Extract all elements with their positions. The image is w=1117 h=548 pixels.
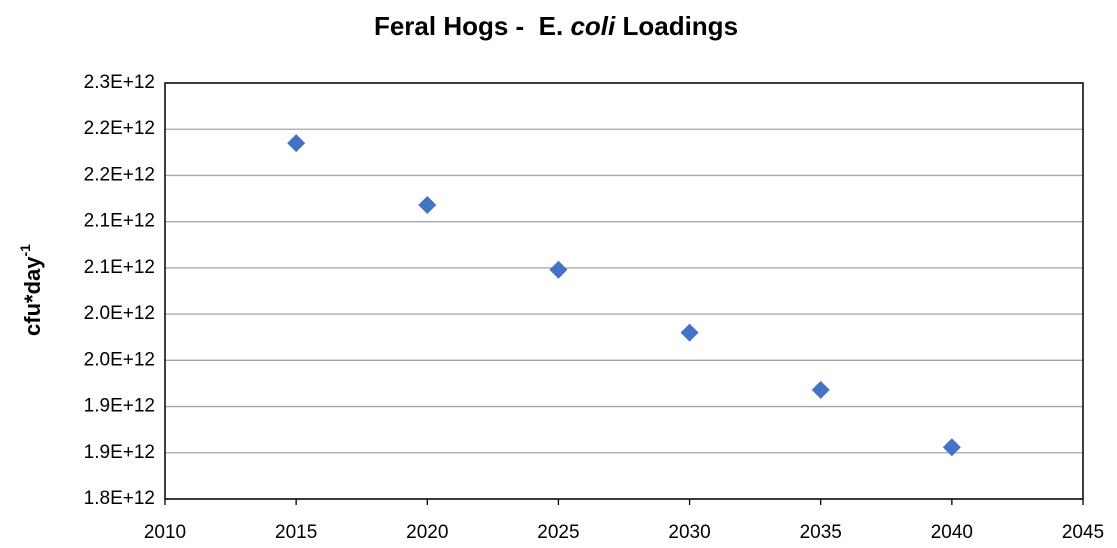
y-tick-label: 1.9E+12	[84, 396, 155, 417]
x-tick-label: 2045	[1062, 522, 1104, 543]
x-tick-label: 2025	[537, 522, 579, 543]
x-tick-label: 2040	[931, 522, 973, 543]
y-tick-label: 1.8E+12	[84, 488, 155, 509]
y-label-part: cfu*day	[20, 256, 45, 336]
x-tick-label: 2010	[144, 522, 186, 543]
x-tick-label: 2020	[406, 522, 448, 543]
x-tick-label: 2015	[275, 522, 317, 543]
title-part: Loadings	[615, 11, 738, 41]
plot-frame	[164, 82, 1084, 500]
point	[418, 196, 437, 215]
title-part: Feral Hogs - E.	[374, 11, 571, 41]
x-tick-label: 2035	[800, 522, 842, 543]
y-tick-label: 2.1E+12	[84, 211, 155, 232]
y-tick-label: 2.1E+12	[84, 257, 155, 278]
y-tick-label: 2.2E+12	[84, 118, 155, 139]
y-axis-label: cfu*day-1	[17, 244, 45, 336]
point	[942, 438, 961, 457]
y-label-sup: -1	[17, 244, 33, 257]
point	[549, 260, 568, 279]
y-tick-label: 1.9E+12	[84, 442, 155, 463]
point	[680, 323, 699, 342]
chart-title: Feral Hogs - E. coli Loadings	[374, 11, 738, 41]
x-tick-label: 2030	[668, 522, 710, 543]
y-tick-label: 2.0E+12	[84, 349, 155, 370]
title-part: coli	[570, 11, 616, 41]
point	[811, 380, 830, 399]
y-tick-label: 2.0E+12	[84, 303, 155, 324]
y-tick-label: 2.3E+12	[84, 72, 155, 93]
point	[287, 134, 306, 153]
y-tick-label: 2.2E+12	[84, 164, 155, 185]
